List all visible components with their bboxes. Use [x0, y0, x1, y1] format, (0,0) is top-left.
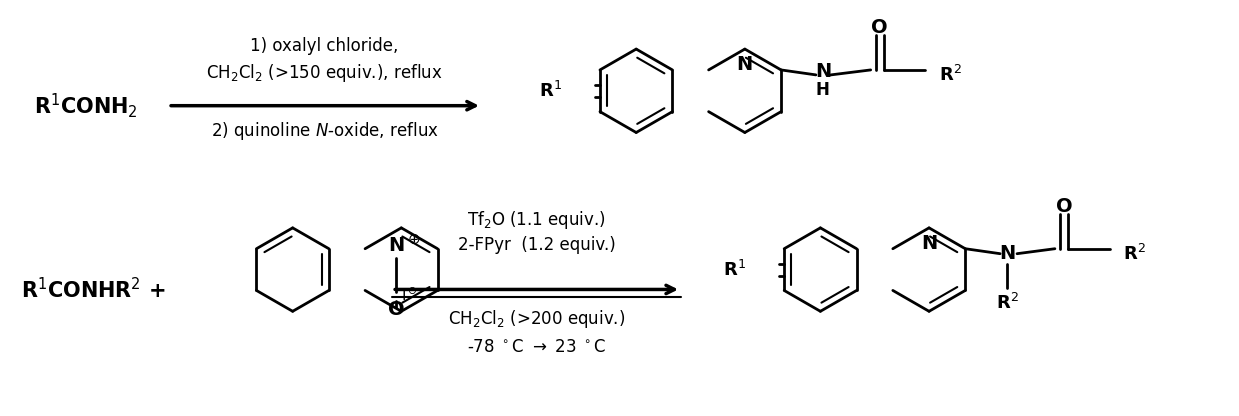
Text: N: N [388, 236, 404, 255]
Text: O: O [388, 300, 405, 319]
Text: N: N [999, 244, 1015, 263]
Text: CH$_2$Cl$_2$ (>200 equiv.): CH$_2$Cl$_2$ (>200 equiv.) [449, 308, 626, 330]
Text: R$^2$: R$^2$ [996, 293, 1018, 313]
Text: -78 $^\circ$C $\rightarrow$ 23 $^\circ$C: -78 $^\circ$C $\rightarrow$ 23 $^\circ$C [467, 338, 606, 356]
Text: I$^\ominus$: I$^\ominus$ [401, 287, 418, 304]
Text: N: N [815, 62, 831, 82]
Text: O: O [1056, 196, 1072, 215]
Text: H: H [817, 81, 830, 99]
Text: 1) oxalyl chloride,: 1) oxalyl chloride, [250, 37, 399, 55]
Text: R$^1$CONH$_2$: R$^1$CONH$_2$ [33, 91, 138, 120]
Text: CH$_2$Cl$_2$ (>150 equiv.), reflux: CH$_2$Cl$_2$ (>150 equiv.), reflux [206, 62, 442, 84]
Text: $\oplus$: $\oplus$ [406, 232, 420, 247]
Text: N: N [921, 234, 937, 253]
Text: Tf$_2$O (1.1 equiv.): Tf$_2$O (1.1 equiv.) [467, 209, 606, 231]
Text: N: N [737, 55, 753, 74]
Text: 2-FPyr  (1.2 equiv.): 2-FPyr (1.2 equiv.) [457, 236, 616, 254]
Text: R$^1$: R$^1$ [539, 81, 563, 101]
Text: R$^2$: R$^2$ [939, 65, 961, 85]
Text: O: O [871, 18, 888, 37]
Text: R$^1$: R$^1$ [724, 260, 746, 280]
Text: R$^1$CONHR$^2$ +: R$^1$CONHR$^2$ + [21, 277, 166, 302]
Text: R$^2$: R$^2$ [1123, 244, 1146, 264]
Text: 2) quinoline $N$-oxide, reflux: 2) quinoline $N$-oxide, reflux [211, 119, 439, 141]
